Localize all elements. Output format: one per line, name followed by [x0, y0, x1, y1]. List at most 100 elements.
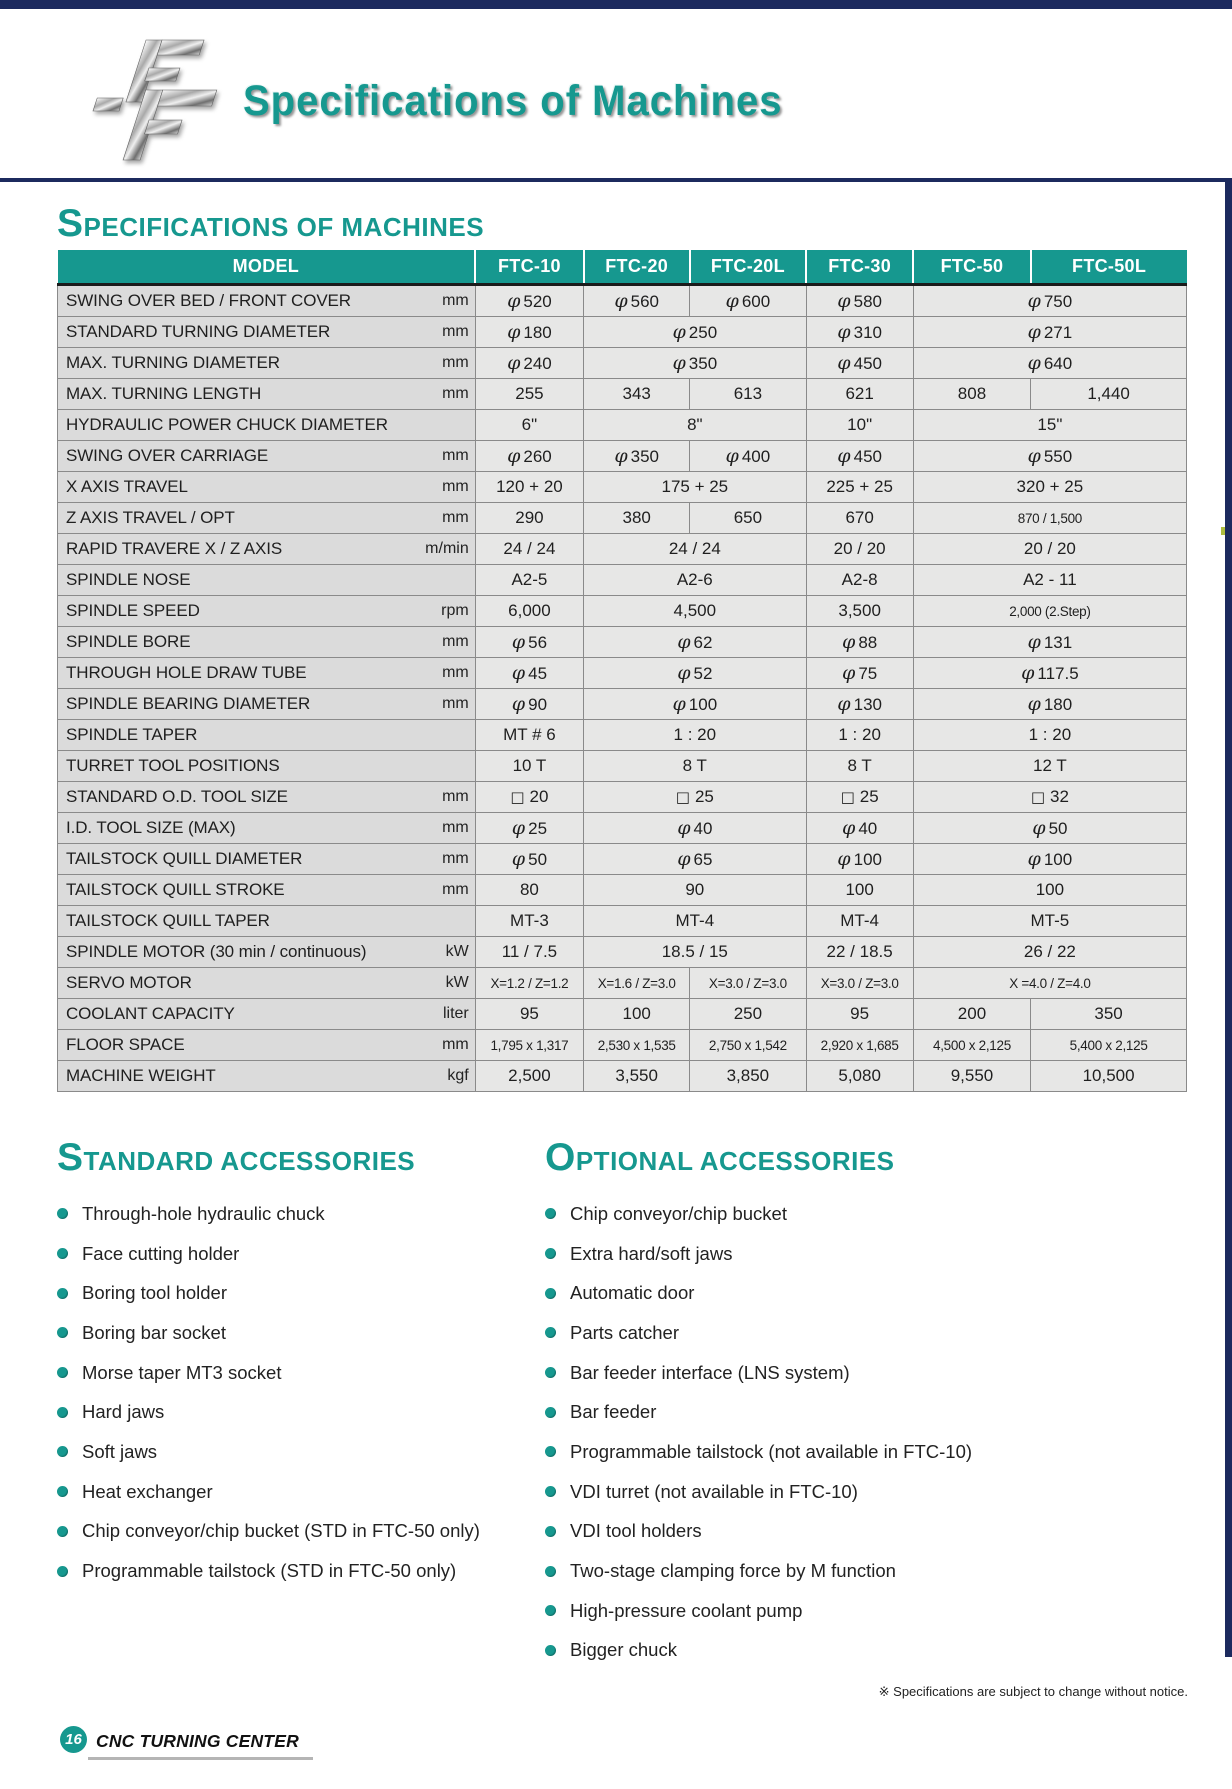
section-title-rest: PTIONAL ACCESSORIES [575, 1146, 895, 1176]
spec-cell: φ 100 [912, 843, 1188, 875]
spec-cell: 670 [805, 502, 914, 534]
spec-cell: A2-6 [583, 564, 807, 596]
spec-cell: X=1.6 / Z=3.0 [583, 967, 691, 999]
spec-cell: 12 T [912, 750, 1188, 782]
square-symbol: □ [510, 788, 525, 806]
spec-row-label: STANDARD O.D. TOOL SIZE [66, 787, 288, 806]
spec-row-label: I.D. TOOL SIZE (MAX) [66, 818, 236, 837]
spec-cell: 250 [689, 998, 807, 1030]
accessory-item: Morse taper MT3 socket [57, 1353, 527, 1393]
spec-row: X AXIS TRAVEL mm 120 + 20 175 + 25 225 + 25 3… [57, 471, 1188, 503]
spec-cell: φ 271 [912, 316, 1188, 348]
spec-cell: 1,440 [1030, 378, 1187, 410]
spec-cell: φ 600 [689, 284, 807, 317]
spec-cell: □ 20 [474, 781, 585, 813]
spec-cell: φ 40 [583, 812, 807, 844]
phi-symbol: φ [1021, 662, 1035, 684]
spec-row-unit: mm [442, 633, 469, 650]
spec-row: SWING OVER BED / FRONT COVER mm φ 520 φ 560 φ 6… [57, 284, 1188, 317]
spec-row-unit: liter [442, 1005, 469, 1022]
column-header-ftc-50: FTC-50 [913, 250, 1032, 286]
spec-row-label-cell: STANDARD TURNING DIAMETER mm [57, 316, 476, 348]
phi-symbol: φ [677, 662, 691, 684]
spec-cell: φ 640 [912, 347, 1188, 379]
spec-cell: 120 + 20 [474, 471, 585, 503]
standard-accessories-list: Through-hole hydraulic chuck Face cutting… [57, 1194, 527, 1591]
spec-row-label: SPINDLE TAPER [66, 725, 198, 744]
spec-cell: 2,750 x 1,542 [689, 1029, 807, 1061]
spec-cell: 3,550 [583, 1060, 691, 1092]
section-title-optional-accessories: O PTIONAL ACCESSORIES [545, 1138, 895, 1177]
spec-cell: 11 / 7.5 [474, 936, 585, 968]
section-title-specifications: S PECIFICATIONS OF MACHINES [57, 204, 484, 243]
phi-symbol: φ [614, 290, 628, 312]
brand-logo [58, 34, 218, 169]
phi-symbol: φ [672, 693, 686, 715]
accessory-item-label: Automatic door [570, 1282, 695, 1304]
spec-cell: 10 T [474, 750, 585, 782]
bullet-icon [545, 1446, 556, 1458]
spec-row-label: MAX. TURNING LENGTH [66, 384, 262, 403]
spec-cell: 320 + 25 [912, 471, 1188, 503]
spec-row: TAILSTOCK QUILL DIAMETER mm φ 50 φ 65 φ 100 φ 100 [57, 843, 1188, 875]
spec-row-label-cell: TAILSTOCK QUILL STROKE mm [57, 874, 476, 906]
spec-row-label-cell: SPINDLE SPEED rpm [57, 595, 476, 627]
spec-cell: φ 130 [805, 688, 914, 720]
accessory-item-label: Boring tool holder [82, 1282, 228, 1304]
spec-row-label: SPINDLE SPEED [66, 601, 200, 620]
page-number-badge: 16 [60, 1726, 87, 1753]
spec-row-unit: mm [442, 850, 469, 867]
spec-cell: 2,530 x 1,535 [583, 1029, 691, 1061]
spec-cell: 650 [689, 502, 807, 534]
spec-row-unit: mm [442, 354, 469, 371]
spec-row-label: X AXIS TRAVEL [66, 477, 188, 496]
column-header-ftc-30: FTC-30 [806, 250, 915, 286]
accessory-item: Extra hard/soft jaws [545, 1234, 1105, 1274]
spec-row-label: SPINDLE BEARING DIAMETER [66, 694, 311, 713]
spec-cell: 613 [689, 378, 807, 410]
spec-row-label: TAILSTOCK QUILL STROKE [66, 880, 285, 899]
spec-cell: φ 240 [474, 347, 585, 379]
spec-cell: 20 / 20 [805, 533, 914, 565]
accessory-item: Two-stage clamping force by M function [545, 1551, 1105, 1591]
bullet-icon [545, 1486, 556, 1498]
accessory-item: Face cutting holder [57, 1234, 527, 1274]
spec-cell: φ 310 [805, 316, 914, 348]
spec-row-label-cell: MAX. TURNING DIAMETER mm [57, 347, 476, 379]
spec-cell: 2,000 (2.Step) [912, 595, 1188, 627]
accessory-item: Programmable tailstock (STD in FTC-50 on… [57, 1551, 527, 1591]
spec-cell: 621 [805, 378, 914, 410]
spec-row-unit: m/min [425, 540, 469, 557]
phi-symbol: φ [725, 445, 739, 467]
spec-cell: 20 / 20 [912, 533, 1188, 565]
spec-row-label: SPINDLE NOSE [66, 570, 191, 589]
phi-symbol: φ [842, 662, 856, 684]
bullet-icon [57, 1248, 68, 1260]
spec-row-unit: mm [442, 664, 469, 681]
spec-row-label-cell: SWING OVER BED / FRONT COVER mm [57, 284, 476, 317]
spec-cell: φ 131 [912, 626, 1188, 658]
spec-row: SERVO MOTOR kW X=1.2 / Z=1.2 X=1.6 / Z=3.0 X… [57, 967, 1188, 999]
spec-header-row: MODEL FTC-10 FTC-20 FTC-20L FTC-30 FTC-50 FTC-… [57, 250, 1187, 286]
spec-row: SPINDLE BORE mm φ 56 φ 62 φ 88 φ 131 [57, 626, 1188, 658]
spec-row-label: STANDARD TURNING DIAMETER [66, 322, 331, 341]
spec-cell: φ 90 [474, 688, 585, 720]
spec-row-label-cell: TURRET TOOL POSITIONS [57, 750, 476, 782]
spec-cell: □ 32 [912, 781, 1188, 813]
spec-cell: 22 / 18.5 [805, 936, 914, 968]
phi-symbol: φ [842, 817, 856, 839]
section-title-standard-accessories: S TANDARD ACCESSORIES [57, 1138, 415, 1177]
accessory-item: Bar feeder [545, 1392, 1105, 1432]
phi-symbol: φ [837, 848, 851, 870]
spec-row: SPINDLE MOTOR (30 min / continuous) kW 11 … [57, 936, 1188, 968]
bullet-icon [545, 1525, 556, 1537]
phi-symbol: φ [1027, 321, 1041, 343]
accessory-item-label: VDI tool holders [570, 1520, 702, 1542]
section-title-cap: S [57, 1136, 84, 1179]
spec-row: COOLANT CAPACITY liter 95 100 250 95 200 350 [57, 998, 1187, 1030]
spec-cell: φ 560 [583, 284, 691, 317]
spec-row-label-cell: SERVO MOTOR kW [57, 967, 476, 999]
spec-cell: 290 [474, 502, 585, 534]
